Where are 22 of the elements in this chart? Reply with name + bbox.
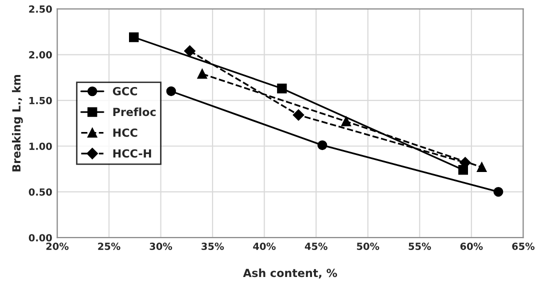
x-tick-label: 25% bbox=[98, 242, 120, 250]
x-tick-label: 60% bbox=[460, 242, 483, 250]
legend-label: HCC-H bbox=[113, 149, 152, 158]
legend-label: HCC bbox=[113, 128, 138, 137]
x-tick-label: 65% bbox=[512, 242, 535, 250]
x-tick-label: 30% bbox=[150, 242, 172, 250]
y-axis-title: Breaking L., km bbox=[12, 74, 23, 172]
y-tick-label: 1.50 bbox=[29, 96, 52, 104]
legend-label: Prefloc bbox=[113, 108, 156, 116]
x-tick-label: 20% bbox=[46, 242, 69, 250]
y-tick-label: 0.00 bbox=[28, 234, 52, 242]
x-tick-label: 40% bbox=[253, 242, 276, 250]
x-tick-label: 45% bbox=[304, 242, 328, 250]
y-tick-label: 2.00 bbox=[29, 51, 52, 58]
x-tick-label: 35% bbox=[202, 242, 224, 250]
x-axis-title: Ash content, % bbox=[243, 268, 338, 279]
x-tick-label: 50% bbox=[356, 242, 380, 250]
y-tick-label: 1.00 bbox=[29, 142, 52, 150]
y-tick-label: 0.50 bbox=[28, 188, 52, 196]
x-tick-label: 55% bbox=[408, 242, 431, 250]
y-tick-label: 2.50 bbox=[29, 5, 52, 13]
legend-label: GCC bbox=[112, 86, 138, 96]
